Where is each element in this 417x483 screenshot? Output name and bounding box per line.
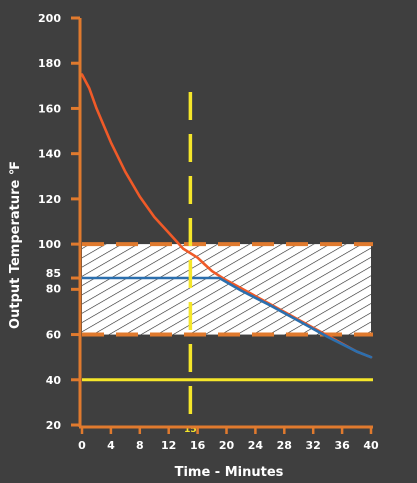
x-tick-label-36: 36 — [334, 439, 350, 452]
x-tick-label-0: 0 — [78, 439, 86, 452]
y-tick-label-200: 200 — [38, 12, 61, 25]
y-tick-label-100: 100 — [38, 238, 61, 251]
y-tick-label-20: 20 — [46, 419, 62, 432]
y-axis-label: Output Temperature ℉ — [8, 161, 23, 329]
x-tick-label-40: 40 — [363, 439, 379, 452]
x-tick-label-24: 24 — [248, 439, 264, 452]
series-line-1 — [80, 276, 373, 359]
y-tick-label-180: 180 — [38, 57, 61, 70]
x-tick-label-4: 4 — [107, 439, 115, 452]
y-tick-label-140: 140 — [38, 148, 61, 161]
y-tick-label-80: 80 — [46, 282, 62, 295]
x-tick-label-16: 16 — [190, 439, 206, 452]
hatched-band-hatch — [82, 244, 371, 335]
x-tick-label-8: 8 — [136, 439, 144, 452]
x-tick-label-20: 20 — [219, 439, 235, 452]
x-axis-label: Time - Minutes — [175, 465, 284, 480]
vertical-marker-label: 15 — [184, 425, 197, 435]
x-tick-label-32: 32 — [306, 439, 321, 452]
y-tick-label-120: 120 — [38, 193, 61, 206]
y-tick-label-40: 40 — [46, 374, 62, 387]
y-tick-label-160: 160 — [38, 102, 61, 115]
x-tick-label-12: 12 — [161, 439, 176, 452]
y-tick-label-60: 60 — [46, 329, 62, 342]
x-tick-label-28: 28 — [277, 439, 292, 452]
y-tick-label-85: 85 — [46, 267, 61, 280]
